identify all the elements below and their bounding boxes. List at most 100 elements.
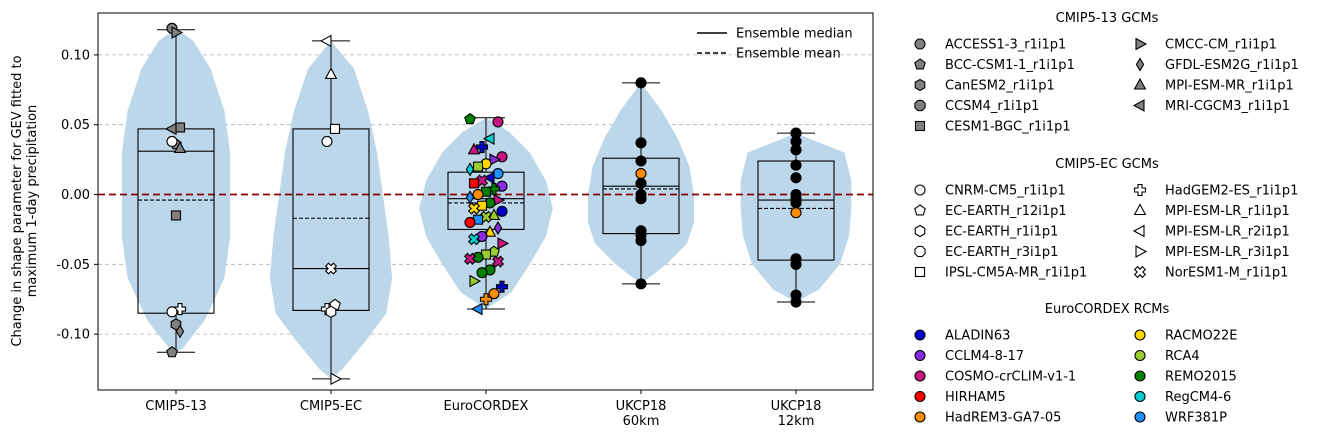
legend-item-label: GFDL-ESM2G_r1i1p1 xyxy=(1165,58,1299,73)
legend-marker xyxy=(914,245,926,258)
legend-item-label: MPI-ESM-MR_r1i1p1 xyxy=(1165,79,1294,94)
legend-marker xyxy=(914,184,926,196)
legend-item-label: REMO2015 xyxy=(1165,370,1237,385)
x-tick-label: CMIP5-13 xyxy=(145,399,206,414)
data-point xyxy=(170,210,182,221)
plot-area: -0.10 -0.05 0.00 0.05 0.10 CMIP5-13 CMIP5-EC Eu… xyxy=(10,12,874,429)
violin-1 xyxy=(269,40,393,379)
violin-0 xyxy=(121,28,231,353)
data-point xyxy=(790,197,802,209)
data-point xyxy=(635,235,647,247)
legend-line-label: Ensemble median xyxy=(736,27,853,42)
data-point xyxy=(495,280,509,293)
data-point xyxy=(173,141,187,153)
data-point xyxy=(497,237,510,250)
legend-item-label: EC-EARTH_r1i1p1 xyxy=(945,225,1058,240)
data-point xyxy=(489,153,502,166)
x-tick-label: 60km xyxy=(623,414,660,429)
legend-item-label: ACCESS1-3_r1i1p1 xyxy=(945,38,1066,53)
y-axis-label-line: Change in shape parameter for GEV fitted… xyxy=(10,55,25,346)
data-point xyxy=(166,135,178,148)
legend-marker xyxy=(914,99,926,112)
data-point xyxy=(324,67,338,79)
legend-marker xyxy=(914,58,926,70)
data-point xyxy=(488,245,500,257)
legend-marker xyxy=(1134,390,1146,403)
data-point xyxy=(174,122,186,133)
data-point xyxy=(166,306,178,318)
legend-marker xyxy=(914,38,926,50)
data-point xyxy=(467,202,481,215)
legend-item-label: CMCC-CM_r1i1p1 xyxy=(1165,38,1277,53)
legend-marker xyxy=(914,224,926,238)
legend-item-label: MPI-ESM-LR_r1i1p1 xyxy=(1165,204,1290,219)
data-point xyxy=(635,77,647,89)
data-point xyxy=(635,168,647,180)
legend-marker xyxy=(914,78,926,92)
data-point xyxy=(324,262,338,275)
y-tick-label: 0.10 xyxy=(61,48,90,63)
legend-marker xyxy=(914,329,926,341)
legend-marker xyxy=(1133,265,1147,279)
data-point xyxy=(482,132,495,145)
legend-item-label: CCLM4-8-17 xyxy=(945,349,1024,364)
data-point xyxy=(635,137,647,149)
legend-item-label: HadGEM2-ES_r1i1p1 xyxy=(1165,184,1298,199)
legend-item-label: COSMO-crCLIM-v1-1 xyxy=(945,370,1076,385)
data-point xyxy=(467,142,481,155)
data-point xyxy=(329,123,341,134)
legend-marker xyxy=(914,390,926,403)
legend-marker xyxy=(1133,77,1147,90)
legend-item-label: CNRM-CM5_r1i1p1 xyxy=(945,184,1066,199)
data-point xyxy=(321,135,333,148)
legend-marker xyxy=(1132,224,1145,238)
data-point xyxy=(475,174,489,187)
data-point xyxy=(479,210,493,223)
data-point xyxy=(496,205,508,217)
x-tick-label: UKCP18 xyxy=(616,399,667,414)
data-point xyxy=(790,159,802,171)
data-point xyxy=(635,193,647,205)
data-point xyxy=(483,225,497,237)
data-point xyxy=(790,258,802,270)
data-point xyxy=(464,216,476,228)
data-point xyxy=(482,171,495,185)
legend-item-label: RegCM4-6 xyxy=(1165,390,1231,405)
data-point xyxy=(479,293,493,306)
legend-marker xyxy=(1134,329,1146,341)
data-point xyxy=(319,34,332,48)
x-tick-label: UKCP18 xyxy=(771,399,822,414)
legend-marker xyxy=(1133,203,1147,216)
legend-group-title: EuroCORDEX RCMs xyxy=(1045,302,1170,317)
data-point xyxy=(175,324,185,339)
legend-item-label: MPI-ESM-LR_r3i1p1 xyxy=(1165,245,1290,260)
data-point xyxy=(635,177,647,189)
x-tick-label: EuroCORDEX xyxy=(444,399,529,414)
legend-item-label: CanESM2_r1i1p1 xyxy=(945,79,1055,94)
data-point xyxy=(472,161,484,172)
data-point xyxy=(491,255,505,268)
legend-item-label: BCC-CSM1-1_r1i1p1 xyxy=(945,58,1075,73)
legend-marker xyxy=(914,370,926,382)
legend-item-label: RCA4 xyxy=(1165,349,1200,364)
legend-marker xyxy=(1135,37,1148,51)
data-point xyxy=(790,172,802,184)
legend-marker xyxy=(1135,57,1145,72)
legend-marker xyxy=(1134,349,1146,362)
legend-marker xyxy=(914,266,926,278)
data-point xyxy=(790,144,802,156)
legend-item-label: EC-EARTH_r12i1p1 xyxy=(945,204,1067,219)
box-2 xyxy=(447,171,525,230)
legend-item-label: HIRHAM5 xyxy=(945,390,1006,405)
legend-item-label: RACMO22E xyxy=(1165,329,1237,344)
data-point xyxy=(493,220,503,236)
data-point xyxy=(325,305,337,318)
legend-item-label: MPI-ESM-LR_r2i1p1 xyxy=(1165,225,1290,240)
data-point xyxy=(492,116,504,128)
data-point xyxy=(476,267,488,279)
legend-marker xyxy=(914,120,926,132)
legend-marker xyxy=(1134,411,1146,423)
y-axis-label-line: maximum 1-day precipitation xyxy=(25,105,40,298)
legend-marker xyxy=(914,411,926,423)
